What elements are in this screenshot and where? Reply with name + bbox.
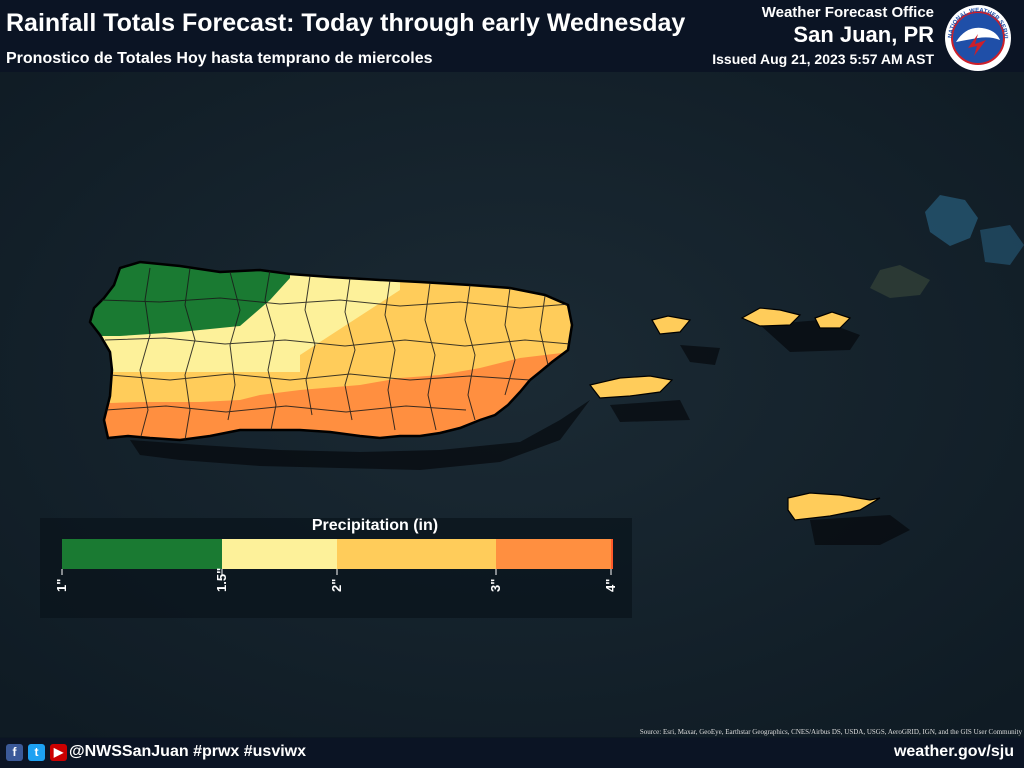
legend-tick-label: 3"	[488, 578, 503, 592]
page-title: Rainfall Totals Forecast: Today through …	[6, 9, 686, 37]
page-subtitle: Pronostico de Totales Hoy hasta temprano…	[6, 50, 433, 67]
saint-thomas-island	[740, 307, 802, 327]
youtube-icon[interactable]: ▶	[50, 744, 67, 761]
office-name: San Juan, PR	[793, 22, 934, 47]
saint-john-island	[814, 311, 852, 329]
legend-tick-label: 2"	[329, 578, 344, 592]
website-link[interactable]: weather.gov/sju	[893, 743, 1014, 760]
legend-tick-label: 4"	[603, 578, 618, 592]
legend-tick-label: 1.5"	[214, 567, 229, 592]
social-handle: @NWSSanJuan #prwx #usviwx	[69, 743, 307, 760]
legend-bar	[61, 539, 613, 575]
legend-title: Precipitation (in)	[311, 517, 439, 534]
legend-tick-label: 1"	[54, 578, 69, 592]
facebook-icon[interactable]: f	[6, 744, 23, 761]
municipality-boundaries	[99, 267, 571, 440]
nws-logo[interactable]: NATIONAL WEATHER SERVICE	[944, 4, 1012, 72]
legend-swatch	[496, 539, 611, 569]
source-attribution: Source: Esri, Maxar, GeoEye, Earthstar G…	[639, 728, 1022, 736]
issued-timestamp: Issued Aug 21, 2023 5:57 AM AST	[712, 51, 934, 67]
vieques-island	[588, 375, 674, 399]
legend-swatch	[337, 539, 496, 569]
culebra-island	[651, 315, 692, 335]
saint-croix-island	[787, 492, 881, 521]
rainfall-map	[0, 72, 1024, 737]
legend-swatch	[62, 539, 222, 569]
footer-bar	[0, 738, 1024, 768]
office-label: Weather Forecast Office	[761, 4, 934, 21]
twitter-icon[interactable]: t	[28, 744, 45, 761]
header-bar	[0, 0, 1024, 72]
legend-swatch	[611, 539, 613, 569]
legend-swatch	[222, 539, 337, 569]
